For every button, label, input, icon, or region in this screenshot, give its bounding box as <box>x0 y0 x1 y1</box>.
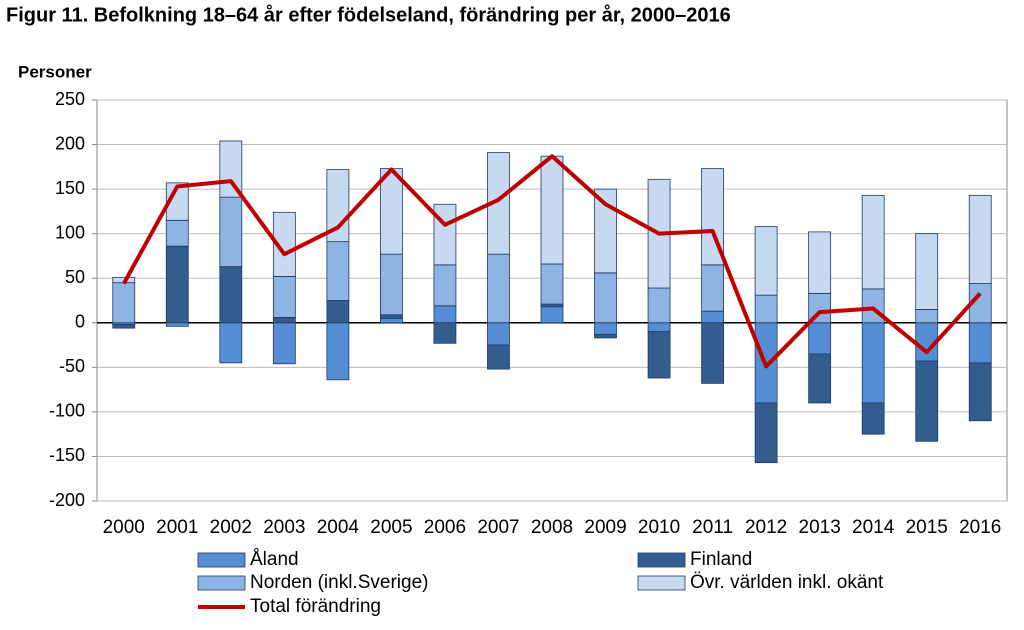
y-axis-label: Personer <box>18 62 92 81</box>
total-line <box>122 154 982 369</box>
legend-label: Övr. världen inkl. okänt <box>690 572 884 593</box>
bar-segment <box>808 322 832 355</box>
bar-segment <box>326 300 350 324</box>
legend-label: Norden (inkl.Sverige) <box>250 572 428 593</box>
bar-segment <box>487 253 510 324</box>
bar-segment <box>272 317 296 324</box>
bar-segment <box>272 322 296 365</box>
bar-segment <box>754 294 778 324</box>
bar-segment <box>272 276 296 318</box>
bar-segment <box>915 233 939 310</box>
bar-segment <box>433 322 457 344</box>
legend-label: Total förändring <box>250 596 381 617</box>
bar-segment <box>219 196 243 268</box>
x-tick-label: 2007 <box>477 517 519 538</box>
bar-segment <box>968 362 992 422</box>
bar-segment <box>808 231 832 294</box>
bar-segment <box>754 402 778 464</box>
legend-label: Åland <box>250 549 299 570</box>
bar-segment <box>380 317 403 324</box>
bar-segment <box>380 168 403 255</box>
bar-segment <box>647 331 671 379</box>
x-tick-label: 2014 <box>852 517 895 538</box>
y-tick-label: 250 <box>55 89 85 109</box>
bar-segment <box>433 305 457 324</box>
bar-segment <box>701 310 724 324</box>
x-tick-label: 2015 <box>906 517 948 538</box>
x-tick-label: 2006 <box>424 517 466 538</box>
bar-segment <box>594 333 617 339</box>
legend-swatch <box>197 575 246 591</box>
bar-segment <box>861 194 885 290</box>
bar-segment <box>487 344 510 370</box>
y-tick-label: -100 <box>49 401 85 421</box>
bar-segment <box>540 303 564 308</box>
bar-segment <box>433 203 457 266</box>
x-tick-label: 2011 <box>692 517 733 538</box>
chart-title: Figur 11. Befolkning 18–64 år efter föde… <box>6 3 731 26</box>
bar-segment <box>165 322 189 327</box>
legend-swatch <box>197 552 246 568</box>
x-tick-label: 2005 <box>370 517 412 538</box>
bar-segment <box>165 219 189 247</box>
bar-segment <box>540 306 564 324</box>
legend-swatch <box>637 575 686 591</box>
y-tick-label: 50 <box>65 267 85 287</box>
y-tick-label: 100 <box>55 222 85 242</box>
bar-segment <box>915 360 939 442</box>
bar-segment <box>594 322 617 335</box>
bar-segment <box>326 322 350 381</box>
bar-segment <box>219 322 243 364</box>
bar-segment <box>165 245 189 324</box>
bar-segment <box>915 309 939 324</box>
bar-segment <box>861 402 885 435</box>
bar-segment <box>380 314 403 319</box>
bar-segment <box>487 322 510 346</box>
x-tick-label: 2001 <box>156 517 198 538</box>
bar-segment <box>701 264 724 312</box>
legend-label: Finland <box>690 549 752 570</box>
bar-segment <box>112 282 136 324</box>
bar-segment <box>112 324 136 329</box>
bar-segment <box>540 155 564 265</box>
bar-segment <box>861 288 885 324</box>
x-tick-label: 2013 <box>799 517 841 538</box>
x-tick-label: 2004 <box>317 517 360 538</box>
bar-segment <box>861 322 885 404</box>
bar-segment <box>433 264 457 307</box>
y-tick-label: -50 <box>59 356 85 376</box>
bar-segment <box>968 322 992 364</box>
x-tick-label: 2008 <box>531 517 573 538</box>
bar-segment <box>647 287 671 324</box>
y-tick-label: 150 <box>55 178 85 198</box>
bar-segment <box>326 241 350 301</box>
bar-segment <box>594 188 617 274</box>
y-tick-label: -150 <box>49 445 85 465</box>
y-tick-label: 0 <box>75 312 85 332</box>
bar-segment <box>540 263 564 305</box>
y-tick-label: -200 <box>49 490 85 510</box>
bar-segment <box>754 226 778 296</box>
x-tick-label: 2009 <box>584 517 626 538</box>
x-tick-label: 2010 <box>638 517 680 538</box>
x-tick-label: 2002 <box>210 517 252 538</box>
bar-segment <box>808 353 832 404</box>
legend-swatch <box>637 552 686 568</box>
bar-segment <box>380 253 403 316</box>
bar-segment <box>165 182 189 221</box>
x-tick-label: 2016 <box>959 517 1001 538</box>
bar-segment <box>272 211 296 277</box>
bar-segment <box>647 322 671 333</box>
bar-segment <box>219 266 243 324</box>
bar-segment <box>968 194 992 284</box>
bar-segment <box>594 272 617 324</box>
bar-segment <box>701 322 724 384</box>
x-tick-label: 2003 <box>263 517 305 538</box>
y-tick-label: 200 <box>55 133 85 153</box>
x-tick-label: 2012 <box>745 517 787 538</box>
x-tick-label: 2000 <box>103 517 145 538</box>
